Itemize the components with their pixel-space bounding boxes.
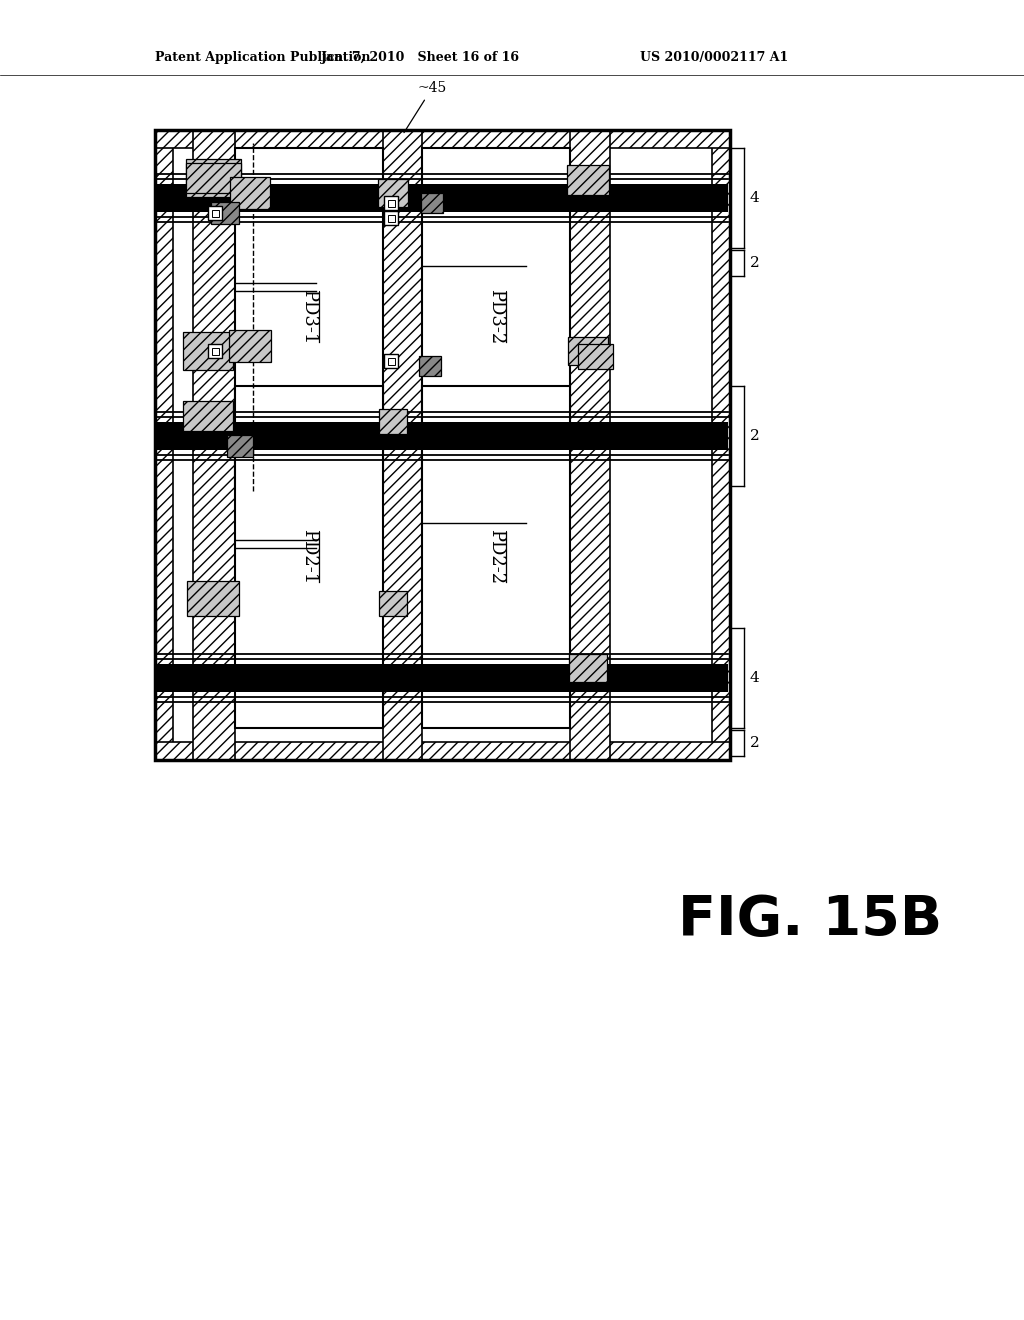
Bar <box>185 158 241 197</box>
Bar <box>570 129 610 760</box>
Bar <box>230 177 270 209</box>
Bar <box>193 129 234 760</box>
Text: PD3-1: PD3-1 <box>300 289 318 345</box>
Text: Patent Application Publication: Patent Application Publication <box>155 51 371 65</box>
Bar <box>422 385 570 729</box>
Bar <box>234 385 383 729</box>
Bar <box>383 129 422 760</box>
Bar <box>421 193 443 213</box>
Bar <box>387 199 394 206</box>
Text: ~45: ~45 <box>404 81 446 132</box>
Bar <box>208 345 222 358</box>
Bar <box>419 356 441 376</box>
Bar <box>157 664 728 692</box>
Bar <box>379 408 407 433</box>
Bar <box>422 148 570 486</box>
Bar <box>229 330 271 362</box>
Bar <box>155 129 730 148</box>
Text: 2: 2 <box>750 256 760 271</box>
Text: Jan. 7, 2010   Sheet 16 of 16: Jan. 7, 2010 Sheet 16 of 16 <box>321 51 519 65</box>
Text: PD3-2: PD3-2 <box>487 289 505 345</box>
Text: PD2-2: PD2-2 <box>487 529 505 585</box>
Text: 2: 2 <box>750 429 760 444</box>
Bar <box>155 742 730 760</box>
Bar <box>384 211 398 224</box>
Bar <box>387 358 394 364</box>
Text: 2: 2 <box>750 737 760 750</box>
Bar <box>212 347 218 355</box>
Bar <box>155 129 730 760</box>
Bar <box>234 148 383 486</box>
Bar <box>155 129 730 760</box>
Bar <box>183 333 233 370</box>
Text: 4: 4 <box>750 671 760 685</box>
Bar <box>567 165 609 195</box>
Bar <box>155 129 173 760</box>
Bar <box>208 206 222 220</box>
Bar <box>568 337 608 366</box>
Bar <box>384 195 398 210</box>
Bar <box>183 401 233 432</box>
Bar <box>569 653 607 682</box>
Bar <box>387 214 394 222</box>
Bar <box>211 202 239 224</box>
Text: FIG. 15B: FIG. 15B <box>678 894 942 946</box>
Bar <box>212 210 218 216</box>
Text: PD2-1: PD2-1 <box>300 529 318 585</box>
Text: US 2010/0002117 A1: US 2010/0002117 A1 <box>640 51 788 65</box>
Bar <box>384 354 398 368</box>
Bar <box>157 183 728 213</box>
Bar <box>157 422 728 450</box>
Bar <box>712 129 730 760</box>
Bar <box>379 590 407 615</box>
Text: 4: 4 <box>750 191 760 205</box>
Bar <box>578 343 612 368</box>
Bar <box>378 180 408 207</box>
Bar <box>185 162 241 193</box>
Bar <box>227 436 253 457</box>
Bar <box>187 581 239 615</box>
